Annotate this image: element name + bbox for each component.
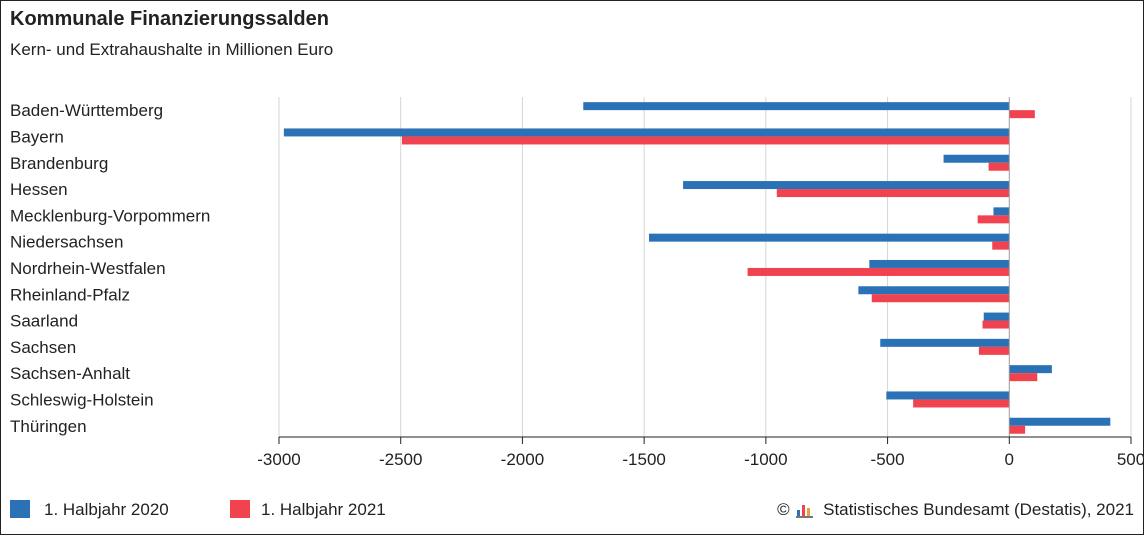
- bar-2021-11: [913, 399, 1010, 408]
- category-label-6: Nordrhein-Westfalen: [10, 259, 166, 278]
- category-label-0: Baden-Württemberg: [10, 101, 163, 120]
- bar-2021-1: [401, 136, 1010, 145]
- bar-chart: Baden-Württemberg Bayern Brandenburg Hessen…: [10, 97, 1144, 469]
- bar-2020-2: [943, 154, 1010, 163]
- x-tick-label-5: -500: [871, 450, 905, 469]
- bar-2021-5: [992, 241, 1010, 250]
- category-label-10: Sachsen-Anhalt: [10, 364, 130, 383]
- bar-2021-8: [982, 320, 1010, 329]
- bar-2021-9: [978, 346, 1010, 355]
- bar-2021-10: [1009, 373, 1038, 382]
- legend-swatch-2021: [230, 500, 250, 518]
- legend-label-2020: 1. Halbjahr 2020: [44, 500, 169, 519]
- category-label-3: Hessen: [10, 180, 68, 199]
- category-label-2: Brandenburg: [10, 154, 108, 173]
- x-tick-label-1: -2500: [379, 450, 422, 469]
- bar-2021-12: [1009, 425, 1026, 434]
- bar-2020-8: [983, 312, 1010, 321]
- x-tick-label-0: -3000: [257, 450, 300, 469]
- category-label-11: Schleswig-Holstein: [10, 390, 154, 409]
- bar-2021-0: [1009, 110, 1035, 119]
- bar-2020-10: [1009, 365, 1052, 374]
- source-credit: © Statistisches Bundesamt (Destatis), 20…: [777, 500, 1134, 520]
- bar-2021-7: [871, 294, 1010, 303]
- legend-label-2021: 1. Halbjahr 2021: [261, 500, 386, 519]
- x-tick-label-6: 0: [1005, 450, 1014, 469]
- chart-subtitle: Kern- und Extrahaushalte in Millionen Eu…: [10, 40, 334, 59]
- bar-2020-3: [683, 181, 1010, 190]
- bar-2020-6: [869, 259, 1010, 268]
- destatis-logo-icon: [796, 501, 814, 518]
- bar-2021-4: [977, 215, 1010, 224]
- x-tick-label-7: 500: [1117, 450, 1144, 469]
- legend-swatch-2020: [10, 500, 30, 518]
- category-label-4: Mecklenburg-Vorpommern: [10, 206, 210, 225]
- copyright-symbol: ©: [777, 500, 790, 519]
- category-label-8: Saarland: [10, 312, 78, 331]
- bar-2021-3: [776, 189, 1010, 198]
- bar-2020-9: [880, 338, 1010, 347]
- chart-title: Kommunale Finanzierungssalden: [10, 8, 329, 30]
- bar-2020-7: [858, 286, 1010, 295]
- category-label-1: Bayern: [10, 127, 64, 146]
- bar-2020-11: [886, 391, 1010, 400]
- bar-2020-12: [1009, 417, 1111, 426]
- category-label-9: Sachsen: [10, 338, 76, 357]
- x-tick-label-4: -1000: [744, 450, 787, 469]
- bar-2021-6: [747, 267, 1010, 276]
- x-tick-label-2: -2000: [501, 450, 544, 469]
- bar-2020-0: [583, 102, 1010, 111]
- source-text: Statistisches Bundesamt (Destatis), 2021: [823, 500, 1134, 519]
- bar-2020-4: [993, 207, 1010, 216]
- x-tick-label-3: -1500: [622, 450, 665, 469]
- bar-2020-5: [649, 233, 1010, 242]
- category-label-12: Thüringen: [10, 417, 87, 436]
- bar-2021-2: [988, 162, 1010, 171]
- bar-2020-1: [283, 128, 1010, 137]
- category-label-7: Rheinland-Pfalz: [10, 285, 130, 304]
- category-label-5: Niedersachsen: [10, 233, 123, 252]
